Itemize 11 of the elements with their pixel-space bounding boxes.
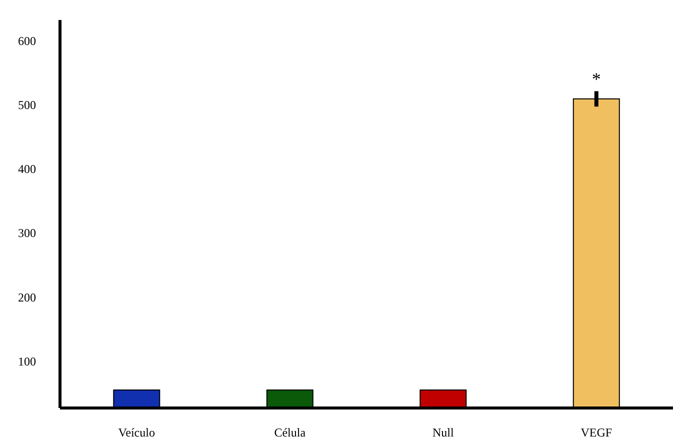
y-tick-label: 200 — [18, 290, 36, 304]
y-tick-label: 400 — [18, 162, 36, 176]
x-tick-label: Célula — [274, 426, 306, 440]
x-tick-label: Veículo — [118, 426, 155, 440]
y-tick-label: 300 — [18, 226, 36, 240]
y-tick-label: 600 — [18, 34, 36, 48]
annotation: * — [592, 69, 601, 90]
x-tick-label: VEGF — [580, 426, 612, 440]
y-tick-label: 100 — [18, 354, 36, 368]
x-tick-label: Null — [432, 426, 454, 440]
y-tick-label: 500 — [18, 98, 36, 112]
